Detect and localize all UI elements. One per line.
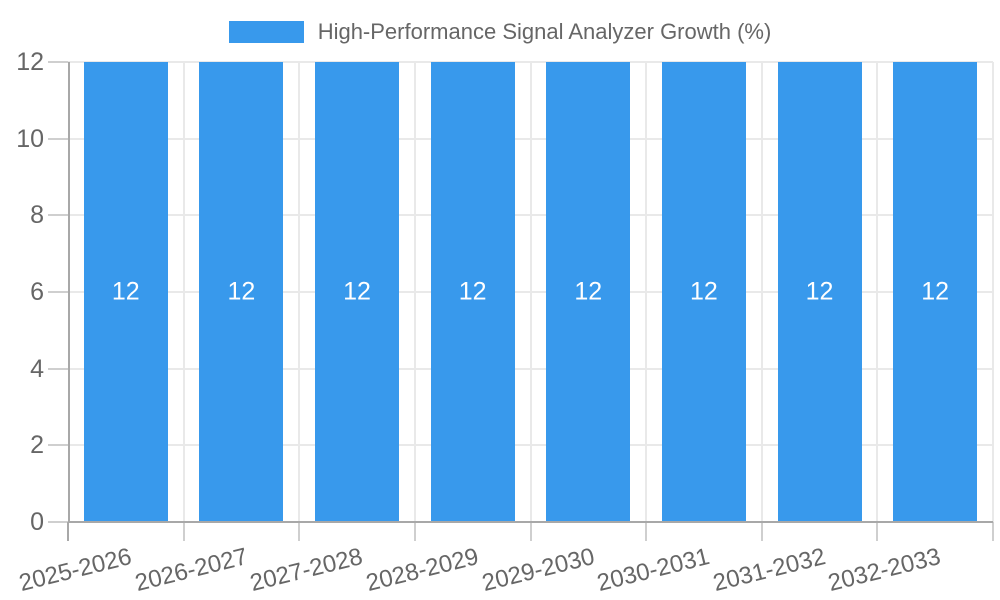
bar-value-label: 12 [805,277,834,306]
y-tick-label: 10 [16,124,44,153]
y-tick-label: 12 [16,48,44,76]
bar-2025-2026[interactable]: 12 [83,62,168,522]
bar-value-label: 12 [458,277,487,306]
bar-2027-2028[interactable]: 12 [315,62,400,522]
y-tick-6 [48,291,68,293]
y-tick-label: 4 [30,354,44,383]
bar-value-label: 12 [343,277,371,306]
y-tick-2 [48,444,68,447]
y-tick-label: 6 [30,278,44,306]
x-tick-label-2030-2031: 2030-2031 [594,543,713,597]
x-axis-line [68,521,993,523]
y-tick-4 [48,367,68,370]
x-tick-0 [67,522,69,541]
gridline-x-1 [182,62,185,522]
x-tick-7 [876,522,879,541]
y-tick-label: 2 [30,431,44,460]
x-tick-5 [645,522,648,541]
bar-value-label: 12 [111,277,140,306]
bar-2028-2029[interactable]: 12 [430,62,515,522]
gridline-x-7 [876,62,879,522]
x-tick-label-2027-2028: 2027-2028 [247,543,366,597]
x-tick-2 [298,522,301,541]
x-tick-1 [182,522,185,541]
y-axis-line [68,62,70,522]
x-tick-4 [529,522,532,541]
bar-value-label: 12 [227,277,256,306]
x-tick-label-2028-2029: 2028-2029 [363,543,482,597]
x-tick-3 [413,522,416,541]
gridline-x-4 [529,62,532,522]
y-tick-label: 8 [30,201,44,230]
bar-2030-2031[interactable]: 12 [661,62,746,522]
bar-2032-2033[interactable]: 12 [893,62,978,522]
y-tick-12 [48,61,68,63]
x-tick-6 [760,522,763,541]
bar-value-label: 12 [921,277,950,306]
plot-area: 12 12 12 12 12 12 12 12 [68,61,994,523]
y-tick-10 [48,137,68,140]
bar-value-label: 12 [690,277,718,306]
bar-2026-2027[interactable]: 12 [199,62,284,522]
x-tick-label-2031-2032: 2031-2032 [710,543,829,597]
bar-value-label: 12 [574,277,603,306]
gridline-x-5 [645,62,648,522]
gridline-x-6 [760,62,763,522]
chart-legend-item[interactable]: High-Performance Signal Analyzer Growth … [0,16,1000,48]
legend-swatch [228,21,304,43]
gridline-x-3 [413,62,416,522]
x-tick-8 [992,522,994,541]
x-tick-label-2026-2027: 2026-2027 [132,543,250,597]
y-tick-label: 0 [30,508,44,536]
x-tick-label-2029-2030: 2029-2030 [478,543,597,597]
x-tick-label-2025-2026: 2025-2026 [16,543,135,597]
gridline-x-8 [992,62,994,522]
bar-2031-2032[interactable]: 12 [777,62,862,522]
gridline-x-2 [298,62,301,522]
x-tick-label-2032-2033: 2032-2033 [825,543,944,597]
bar-2029-2030[interactable]: 12 [546,62,631,522]
y-tick-0 [48,521,68,523]
y-tick-8 [48,214,68,217]
legend-label: High-Performance Signal Analyzer Growth … [317,19,772,44]
